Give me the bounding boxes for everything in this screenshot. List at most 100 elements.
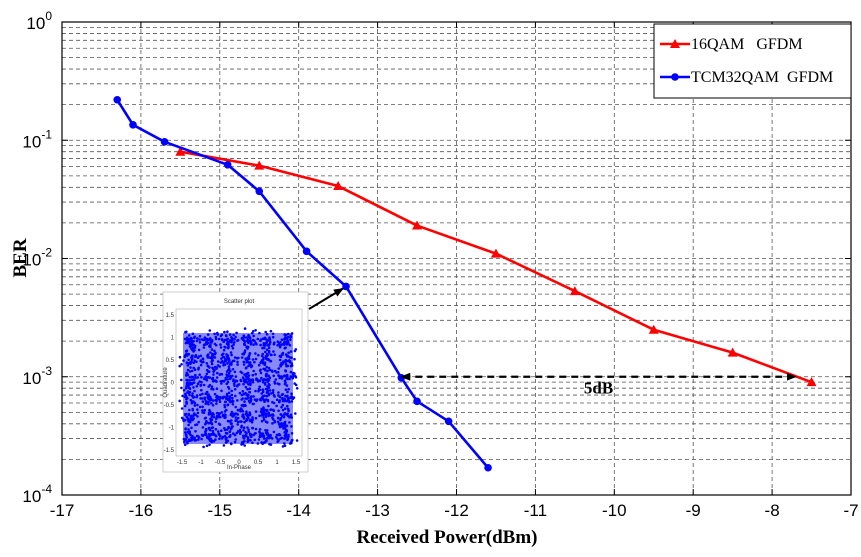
inset-point bbox=[196, 337, 199, 340]
inset-point bbox=[228, 371, 231, 375]
inset-point bbox=[241, 409, 245, 413]
inset-point bbox=[255, 377, 258, 380]
inset-point bbox=[206, 364, 209, 368]
inset-point bbox=[209, 356, 213, 360]
inset-point bbox=[191, 438, 194, 441]
inset-point bbox=[284, 435, 288, 439]
inset-point bbox=[222, 363, 225, 367]
inset-point bbox=[178, 364, 181, 368]
inset-point bbox=[209, 343, 212, 347]
inset-point bbox=[186, 430, 190, 434]
inset-point bbox=[180, 386, 183, 390]
inset-point bbox=[267, 393, 271, 397]
inset-point bbox=[256, 337, 260, 341]
inset-point bbox=[239, 430, 243, 434]
inset-point bbox=[222, 444, 226, 447]
inset-point bbox=[286, 339, 290, 342]
inset-point bbox=[266, 435, 270, 439]
inset-point bbox=[253, 339, 256, 343]
inset-point bbox=[264, 431, 268, 435]
inset-point bbox=[289, 335, 293, 339]
inset-point bbox=[194, 423, 197, 427]
inset-point bbox=[183, 440, 186, 444]
inset-point bbox=[184, 330, 187, 334]
inset-point bbox=[246, 426, 249, 429]
x-axis-title: Received Power(dBm) bbox=[357, 527, 538, 548]
inset-point bbox=[207, 370, 210, 373]
inset-point bbox=[295, 387, 299, 390]
inset-point bbox=[188, 383, 191, 386]
inset-point bbox=[224, 400, 227, 404]
inset-point bbox=[203, 408, 207, 412]
inset-point bbox=[198, 338, 201, 341]
inset-point bbox=[190, 344, 193, 348]
inset-point bbox=[264, 330, 268, 334]
inset-point bbox=[226, 428, 229, 431]
inset-x-tick: -1.5 bbox=[177, 460, 188, 466]
inset-point bbox=[248, 336, 252, 340]
inset-point bbox=[200, 380, 203, 384]
inset-point bbox=[223, 410, 227, 413]
inset-point bbox=[202, 445, 205, 449]
inset-point bbox=[209, 398, 212, 402]
inset-point bbox=[258, 388, 262, 392]
inset-point bbox=[200, 375, 203, 379]
inset-point bbox=[187, 358, 190, 362]
inset-point bbox=[234, 375, 238, 378]
inset-point bbox=[223, 427, 226, 430]
inset-point bbox=[215, 366, 218, 370]
inset-point bbox=[203, 433, 206, 436]
inset-point bbox=[181, 394, 184, 398]
inset-point bbox=[198, 334, 202, 338]
inset-point bbox=[248, 387, 252, 391]
inset-point bbox=[207, 421, 211, 425]
inset-point bbox=[274, 378, 278, 381]
inset-point bbox=[282, 427, 285, 430]
inset-point bbox=[230, 422, 233, 425]
inset-point bbox=[211, 366, 214, 370]
inset-point bbox=[191, 395, 195, 398]
inset-point bbox=[184, 431, 187, 434]
inset-point bbox=[254, 427, 258, 431]
inset-point bbox=[219, 334, 223, 338]
series-point-0 bbox=[806, 377, 817, 387]
inset-point bbox=[283, 431, 286, 434]
inset-point bbox=[241, 352, 244, 356]
inset-point bbox=[232, 343, 235, 346]
inset-y-label: Quadrature bbox=[163, 367, 169, 398]
inset-point bbox=[209, 351, 212, 354]
inset-point bbox=[190, 426, 193, 430]
inset-point bbox=[234, 335, 237, 339]
inset-point bbox=[253, 438, 257, 442]
inset-point bbox=[290, 432, 294, 435]
inset-point bbox=[199, 384, 202, 387]
inset-point bbox=[272, 401, 276, 405]
inset-point bbox=[285, 373, 289, 377]
inset-point bbox=[225, 436, 228, 440]
inset-point bbox=[264, 343, 267, 347]
inset-point bbox=[276, 340, 280, 344]
inset-point bbox=[284, 340, 287, 344]
series-point-1 bbox=[255, 187, 264, 196]
inset-point bbox=[247, 377, 250, 380]
inset-point bbox=[286, 412, 290, 415]
inset-point bbox=[272, 374, 276, 378]
inset-point bbox=[222, 352, 225, 356]
inset-point bbox=[293, 349, 297, 353]
inset-point bbox=[279, 424, 283, 428]
inset-point bbox=[186, 417, 190, 420]
series-point-1 bbox=[444, 417, 453, 426]
inset-point bbox=[240, 443, 243, 446]
inset-point bbox=[227, 345, 230, 349]
inset-point bbox=[242, 363, 246, 366]
inset-point bbox=[214, 420, 217, 424]
inset-point bbox=[252, 334, 255, 338]
inset-point bbox=[194, 373, 197, 377]
inset-point bbox=[192, 361, 195, 365]
inset-point bbox=[258, 379, 262, 383]
inset-point bbox=[231, 396, 234, 400]
inset-point bbox=[290, 392, 293, 396]
inset-point bbox=[220, 372, 224, 376]
inset-point bbox=[213, 392, 217, 396]
inset-point bbox=[255, 398, 259, 401]
